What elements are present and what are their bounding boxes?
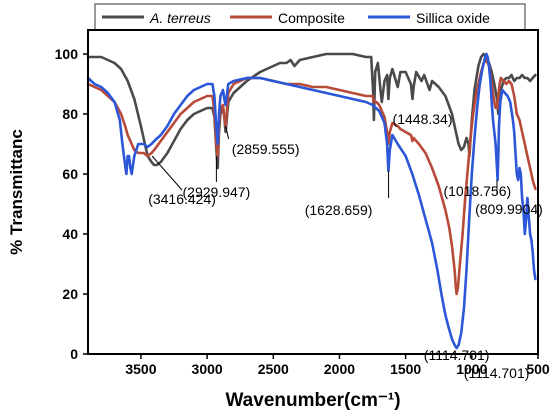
- annotation-label: (2929.947): [183, 184, 251, 200]
- series-layer: [86, 52, 537, 350]
- y-tick-label: 80: [62, 106, 78, 122]
- legend-label-a-terreus: A. terreus: [149, 10, 211, 26]
- y-tick-label: 100: [55, 46, 79, 62]
- x-tick-label: 2500: [258, 361, 289, 377]
- plot-area: [86, 29, 539, 355]
- y-tick-label: 0: [70, 346, 78, 362]
- series-line-sillica-oxide: [86, 52, 537, 350]
- annotation-label: (1628.659): [305, 202, 373, 218]
- x-tick-label: 1500: [390, 361, 421, 377]
- x-tick-label: 1000: [456, 361, 487, 377]
- x-axis-title: Wavenumber(cm⁻¹): [225, 390, 400, 411]
- annotation-label: (2859.555): [232, 141, 300, 157]
- y-tick-label: 40: [62, 226, 78, 242]
- annotation-label: (1018.756): [443, 183, 511, 199]
- annotation-label: (3416.424): [148, 191, 216, 207]
- annotation-label: (809.9904): [475, 201, 543, 217]
- legend-label-composite: Composite: [278, 10, 345, 26]
- y-axis-title: % Transmittanc: [7, 129, 26, 255]
- annotation-label: (1114.701): [464, 365, 530, 381]
- plot-frame: [87, 29, 539, 355]
- x-tick-label: 500: [526, 361, 550, 377]
- legend-box: [94, 3, 526, 31]
- legend: A. terreus Composite Sillica oxide: [94, 3, 526, 31]
- series-line-a-terreus: [86, 52, 537, 170]
- ticks-layer: 3500 3000 2500 2000 1500 1000 500 0 20 40 60 80 100: [55, 46, 550, 377]
- annotation-label: (1448.34): [393, 111, 453, 127]
- x-tick-label: 3000: [192, 361, 223, 377]
- legend-label-sillica-oxide: Sillica oxide: [416, 10, 490, 26]
- y-tick-label: 20: [62, 286, 78, 302]
- annotation-leader: [225, 125, 230, 140]
- x-tick-label: 2000: [324, 361, 355, 377]
- annotation-label: (1114.701): [424, 347, 490, 363]
- y-tick-label: 60: [62, 166, 78, 182]
- annotations-layer: (3416.424)(2929.947) (2859.555) (1448.34) (…: [148, 111, 543, 381]
- x-tick-label: 3500: [125, 361, 156, 377]
- annotation-leader: [151, 155, 183, 191]
